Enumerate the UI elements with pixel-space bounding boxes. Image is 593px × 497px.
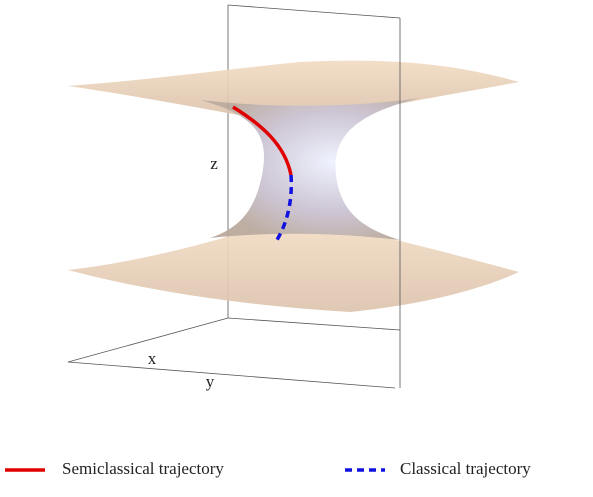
legend-label: Classical trajectory — [400, 459, 531, 478]
x-axis-label: x — [148, 349, 157, 368]
surface — [68, 61, 519, 312]
y-axis-label: y — [206, 372, 215, 391]
figure: z x y Semiclassical trajectory Classical… — [0, 0, 593, 497]
legend-label: Semiclassical trajectory — [62, 459, 224, 478]
z-axis-label: z — [210, 154, 218, 173]
